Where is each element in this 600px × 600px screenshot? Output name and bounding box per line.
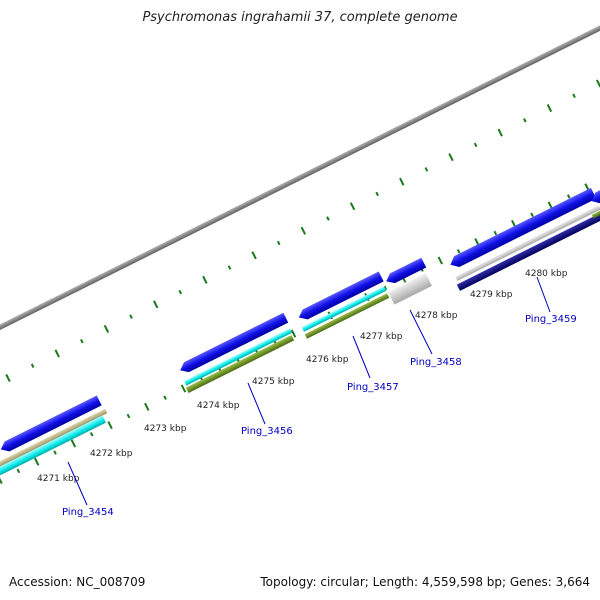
tick-label: 4279 kbp <box>470 290 513 300</box>
feature-cyan[interactable] <box>184 328 292 386</box>
gene-label-ping-3459[interactable]: Ping_3459 <box>525 314 577 325</box>
tick-mark <box>566 194 571 199</box>
tick-mark <box>227 265 232 270</box>
tick-mark <box>572 93 576 99</box>
map-title: Psychromonas ingrahamii 37, complete gen… <box>142 10 458 25</box>
tick-mark <box>53 450 57 455</box>
tick-label: 4278 kbp <box>415 311 458 321</box>
tick-label: 4280 kbp <box>525 269 568 279</box>
leader-line <box>536 276 551 313</box>
gene-arrow[interactable] <box>384 257 427 287</box>
tick-mark <box>456 249 461 254</box>
tick-mark <box>178 289 183 295</box>
tick-label: 4273 kbp <box>144 424 187 434</box>
feature-khaki[interactable] <box>0 408 108 472</box>
tick-mark <box>326 216 330 221</box>
gene-arrow[interactable] <box>0 395 102 455</box>
tick-mark <box>126 413 131 419</box>
feature-gray[interactable] <box>388 273 432 305</box>
gene-label-ping-3456[interactable]: Ping_3456 <box>241 426 293 437</box>
tick-mark <box>493 230 498 236</box>
accession-label: Accession: NC_008709 <box>9 575 146 589</box>
tick-label: 4277 kbp <box>360 332 403 342</box>
gene-label-ping-3454[interactable]: Ping_3454 <box>62 507 114 518</box>
feature-cyan[interactable] <box>0 415 106 481</box>
tick-mark <box>129 314 133 319</box>
tick-mark <box>107 421 113 430</box>
leader-line <box>352 335 371 379</box>
gene-leader-lines <box>67 276 551 506</box>
tick-mark <box>300 226 307 235</box>
feature-cyan[interactable] <box>301 286 387 332</box>
feature-olive[interactable] <box>185 334 295 394</box>
tick-mark <box>251 251 257 260</box>
tick-mark <box>424 167 429 172</box>
leader-line <box>409 309 433 355</box>
gene-arrow[interactable] <box>178 312 289 375</box>
gene-arrow-dark[interactable] <box>456 213 600 291</box>
tick-mark <box>375 191 379 197</box>
tick-label: 4272 kbp <box>90 449 133 459</box>
leader-line <box>247 382 266 425</box>
tick-mark <box>290 329 297 338</box>
tick-mark <box>0 477 3 485</box>
tick-label: 4276 kbp <box>306 355 349 365</box>
inner-tick-ring <box>0 183 590 485</box>
tick-mark <box>70 439 77 448</box>
coordinate-labels: 4271 kbp 4272 kbp 4273 kbp 4274 kbp 4275… <box>37 269 568 484</box>
tick-mark <box>54 349 60 358</box>
tick-mark <box>276 240 281 246</box>
tick-mark <box>437 256 443 265</box>
tick-mark <box>16 468 21 474</box>
tick-mark <box>530 212 534 217</box>
tick-label: 4271 kbp <box>37 474 80 484</box>
feature-gray[interactable] <box>455 205 600 281</box>
tick-mark <box>89 432 94 437</box>
tick-mark <box>546 104 553 113</box>
tick-mark <box>497 128 503 137</box>
gene-arrow[interactable] <box>589 189 600 207</box>
tick-mark <box>5 373 11 383</box>
gene-arrow[interactable] <box>448 187 597 270</box>
tick-mark <box>399 177 405 186</box>
tick-label: 4275 kbp <box>252 377 295 387</box>
backbone-band <box>0 21 600 383</box>
tick-mark <box>383 285 388 291</box>
gene-label-ping-3458[interactable]: Ping_3458 <box>410 357 462 368</box>
outer-tick-ring <box>5 79 600 383</box>
feature-olive[interactable] <box>304 293 390 339</box>
gene-label-ping-3457[interactable]: Ping_3457 <box>347 382 399 393</box>
genome-summary: Topology: circular; Length: 4,559,598 bp… <box>260 575 590 589</box>
tick-mark <box>523 118 527 123</box>
tick-mark <box>448 153 454 162</box>
tick-mark <box>34 457 40 466</box>
tick-mark <box>152 300 159 309</box>
tick-mark <box>103 324 110 333</box>
tick-mark <box>30 363 35 368</box>
gene-arrow[interactable] <box>296 271 384 323</box>
tick-mark <box>473 142 478 148</box>
tick-mark <box>163 395 167 400</box>
tick-mark <box>202 275 208 284</box>
leader-line <box>67 461 88 506</box>
tick-mark <box>349 202 356 211</box>
tick-mark <box>180 384 187 393</box>
tick-label: 4274 kbp <box>197 401 240 411</box>
feature-tracks <box>0 187 600 481</box>
tick-mark <box>144 402 150 411</box>
feature-olive[interactable] <box>591 209 600 219</box>
tick-mark <box>80 338 84 344</box>
